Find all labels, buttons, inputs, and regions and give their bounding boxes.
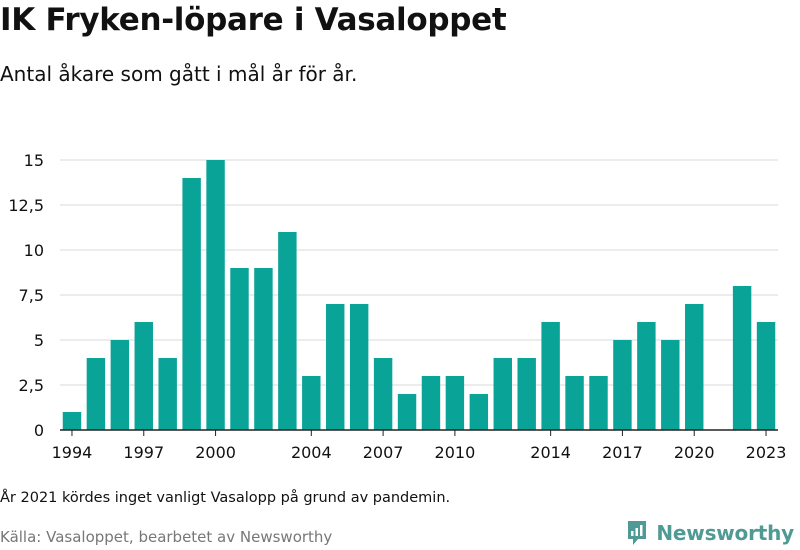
bar bbox=[517, 358, 536, 430]
x-tick-label: 1997 bbox=[123, 443, 164, 462]
newsworthy-brand[interactable]: Newsworthy bbox=[626, 519, 794, 547]
y-axis-ticks: 0 2,5 5 7,5 10 12,5 15 bbox=[8, 151, 44, 440]
bar bbox=[397, 394, 417, 430]
bar bbox=[421, 376, 441, 430]
x-tick-label: 2023 bbox=[746, 443, 787, 462]
bar bbox=[445, 376, 465, 430]
chart-note: År 2021 kördes inget vanligt Vasalopp på… bbox=[0, 490, 451, 506]
y-tick-label: 0 bbox=[34, 421, 44, 440]
bar bbox=[230, 268, 249, 430]
x-tick-label: 2004 bbox=[291, 443, 332, 462]
bar bbox=[206, 160, 225, 430]
bar bbox=[134, 322, 153, 430]
brand-name: Newsworthy bbox=[656, 521, 794, 545]
bar bbox=[661, 340, 680, 430]
bar bbox=[326, 304, 345, 430]
bar bbox=[86, 358, 106, 430]
bar bbox=[493, 358, 512, 430]
bar-chart: 0 2,5 5 7,5 10 12,5 15 1994 1997 2000 2004 2007 201… bbox=[8, 151, 787, 462]
x-tick-label: 2014 bbox=[530, 443, 571, 462]
x-tick-label: 2000 bbox=[195, 443, 236, 462]
bar bbox=[541, 322, 560, 430]
bar bbox=[732, 286, 752, 430]
bar bbox=[62, 412, 82, 430]
bar bbox=[613, 340, 632, 430]
x-tick-label: 1994 bbox=[52, 443, 93, 462]
x-tick-label: 2017 bbox=[602, 443, 643, 462]
y-tick-label: 12,5 bbox=[8, 196, 44, 215]
bar bbox=[637, 322, 656, 430]
grid-lines bbox=[60, 159, 778, 386]
bar bbox=[589, 376, 608, 430]
y-tick-label: 5 bbox=[34, 331, 44, 350]
chart-title: IK Fryken-löpare i Vasaloppet bbox=[0, 2, 507, 38]
bar bbox=[254, 268, 273, 430]
bar bbox=[278, 232, 297, 430]
bar bbox=[373, 358, 393, 430]
x-tick-label: 2007 bbox=[363, 443, 404, 462]
bar bbox=[110, 340, 130, 430]
x-tick-label: 2020 bbox=[674, 443, 715, 462]
x-axis-ticks: 1994 1997 2000 2004 2007 2010 2014 2017 2020 2023 bbox=[52, 430, 787, 462]
newsworthy-logo-icon bbox=[628, 521, 647, 545]
bar bbox=[158, 358, 177, 430]
bars bbox=[62, 160, 776, 430]
bar bbox=[469, 394, 489, 430]
bar bbox=[302, 376, 321, 430]
y-tick-label: 2,5 bbox=[19, 376, 44, 395]
source-text: Källa: Vasaloppet, bearbetet av Newswort… bbox=[0, 528, 333, 546]
bar bbox=[685, 304, 704, 430]
y-tick-label: 10 bbox=[24, 241, 44, 260]
bar bbox=[756, 322, 776, 430]
x-tick-label: 2010 bbox=[435, 443, 476, 462]
bar bbox=[182, 178, 201, 430]
y-tick-label: 15 bbox=[24, 151, 44, 170]
bar bbox=[349, 304, 369, 430]
chart-subtitle: Antal åkare som gått i mål år för år. bbox=[0, 62, 358, 86]
y-tick-label: 7,5 bbox=[19, 286, 44, 305]
bar bbox=[565, 376, 584, 430]
